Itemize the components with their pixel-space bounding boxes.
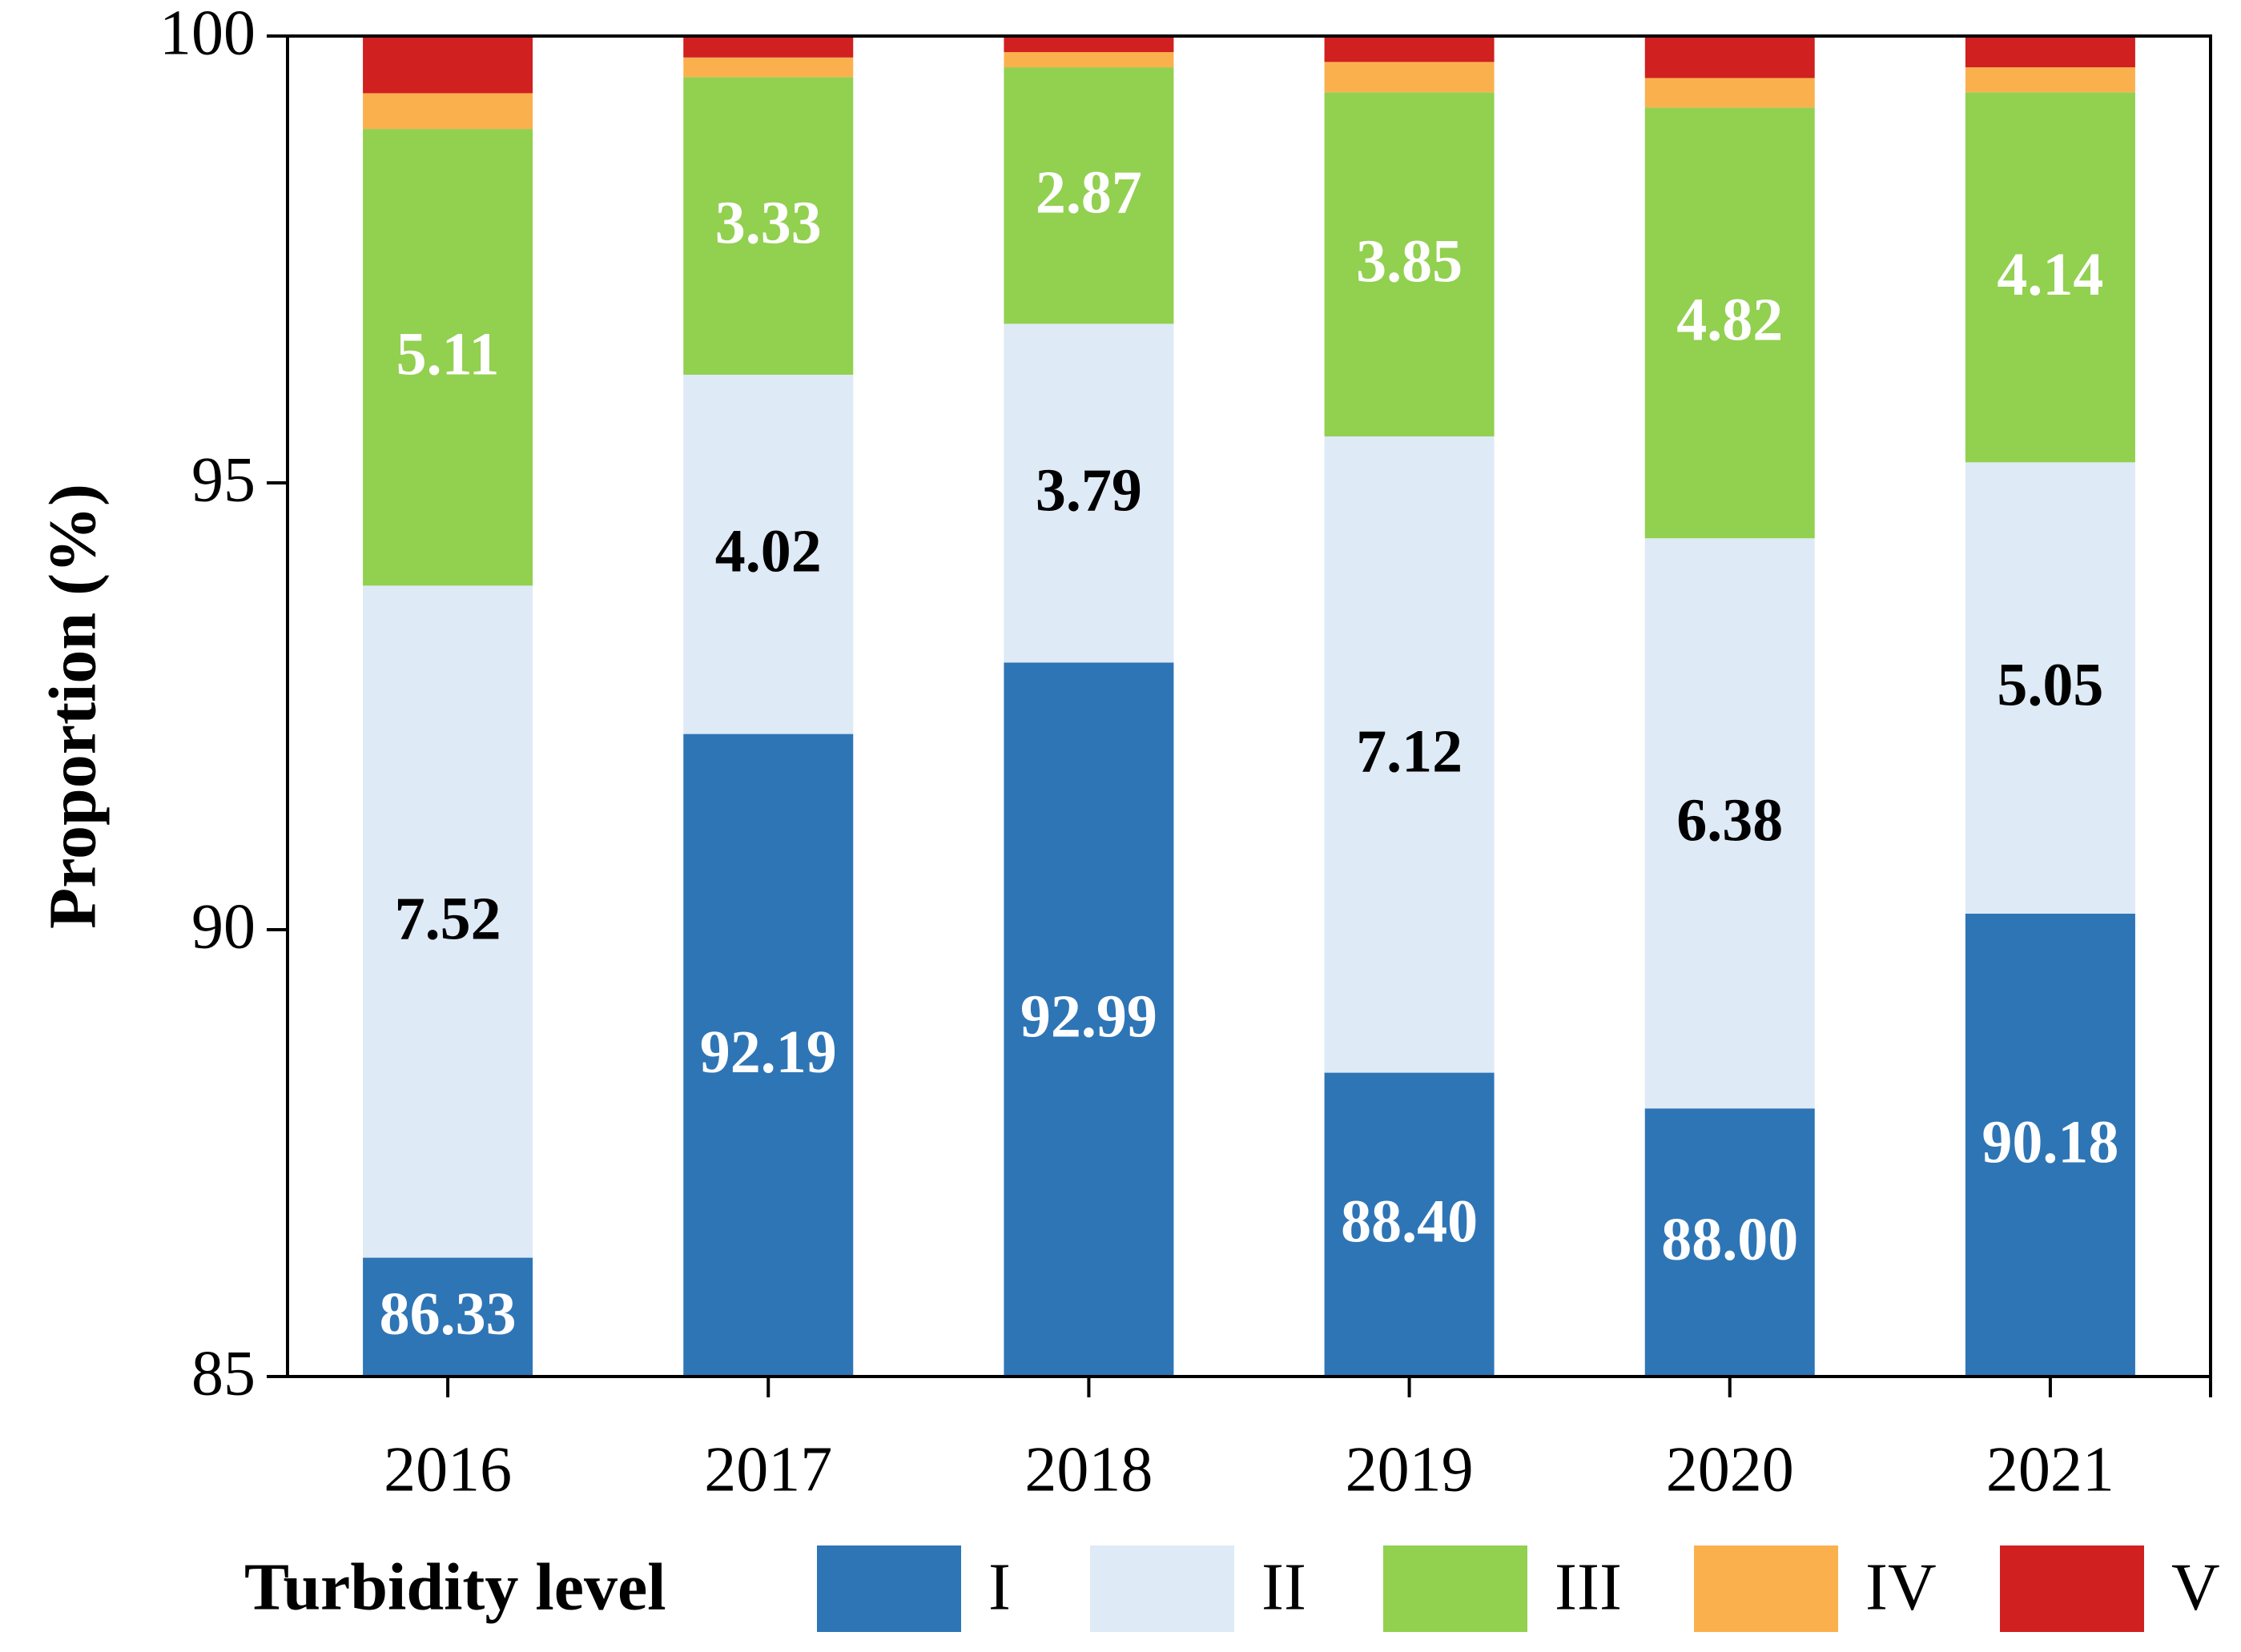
data-label: 5.05 [1997,652,2103,719]
bar-segment [1324,62,1495,93]
data-label: 86.33 [380,1280,517,1348]
bar-segment [1004,36,1174,53]
data-label: 3.79 [1036,456,1142,524]
data-label: 4.14 [1997,241,2103,308]
data-label: 90.18 [1981,1108,2118,1176]
legend-swatch [1090,1545,1234,1632]
bar-segment [1965,913,2135,1377]
x-tick-label: 2021 [1986,1434,2114,1505]
bar-segment [363,1257,533,1377]
bar-segment [1004,67,1174,324]
data-label: 4.02 [715,518,822,585]
legend-swatch [1383,1545,1527,1632]
bar-segment [1324,1072,1495,1377]
bar-segment [1965,462,2135,914]
data-label: 92.19 [700,1019,837,1086]
bar-segment [1324,92,1495,436]
x-tick-label: 2019 [1346,1434,1474,1505]
bar-segment [363,93,533,130]
bar-segment [683,57,854,78]
bar-segment [683,374,854,734]
bar-segment [683,36,854,58]
data-label: 7.52 [395,885,501,952]
bar-segment [363,36,533,94]
data-label: 4.82 [1676,287,1783,354]
bar-segment [1324,436,1495,1073]
bar-segment [1324,36,1495,62]
data-label: 7.12 [1356,718,1462,786]
bar-segment [1644,36,1815,78]
bar-segment [1644,78,1815,108]
legend-swatch [2000,1545,2144,1632]
legend-label: I [988,1550,1011,1624]
data-label: 5.11 [396,321,500,388]
x-tick-label: 2020 [1666,1434,1794,1505]
y-tick-label: 90 [191,891,255,962]
data-label: 92.99 [1020,983,1157,1051]
legend-label: V [2171,1550,2220,1624]
bar-segment [1965,92,2135,463]
bar-segment [1644,107,1815,539]
legend-label: IV [1865,1550,1937,1624]
bar-segment [1644,538,1815,1109]
data-label: 3.85 [1356,228,1462,295]
x-tick-label: 2017 [704,1434,832,1505]
data-label: 88.00 [1661,1206,1798,1273]
data-label: 6.38 [1676,787,1783,854]
bar-segment [363,585,533,1258]
data-label: 2.87 [1036,159,1142,227]
y-tick-label: 95 [191,444,255,515]
data-label: 88.40 [1341,1188,1478,1256]
legend-label: III [1555,1550,1622,1624]
bar-segment [363,129,533,586]
bar-segment [1965,67,2135,93]
bar-segment [1644,1108,1815,1377]
data-label: 3.33 [715,190,822,257]
plot-frame [286,34,2212,1378]
bar-segment [1965,36,2135,68]
legend-label: II [1261,1550,1306,1624]
legend-swatch [817,1545,961,1632]
bar-segment [1004,52,1174,68]
y-axis-label: Proportion (%) [35,484,110,929]
legend-swatch [1694,1545,1838,1632]
legend-title: Turbidity level [244,1550,666,1624]
x-tick-label: 2018 [1024,1434,1153,1505]
bar-segment [683,734,854,1377]
bar-segment [683,77,854,375]
bar-segment [1004,324,1174,663]
x-tick-label: 2016 [384,1434,512,1505]
y-tick-label: 85 [191,1338,255,1409]
bar-segment [1004,662,1174,1377]
y-tick-label: 100 [159,0,255,68]
